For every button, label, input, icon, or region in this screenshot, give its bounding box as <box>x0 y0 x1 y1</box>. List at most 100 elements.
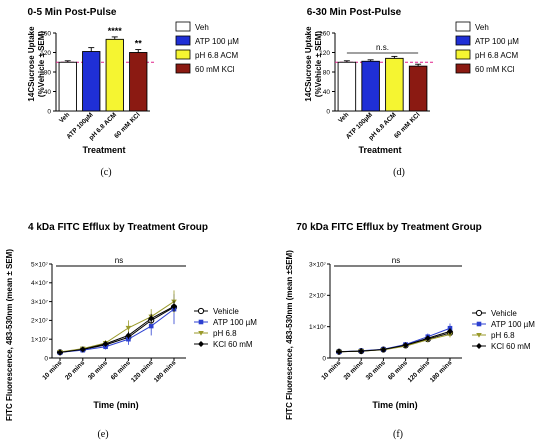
d-legend-swatch-2 <box>455 49 471 60</box>
d-ytick-label: 0 <box>326 108 330 115</box>
e-legend-marker-3 <box>198 341 204 347</box>
e-xtick-label: 10 mins <box>41 359 63 381</box>
f-series-3-point-2 <box>380 346 387 353</box>
panel-d-ylabel-line2: (%Vehicle ± SEM) <box>314 31 323 98</box>
f-series-3-point-5 <box>447 328 453 335</box>
c-bar-2 <box>105 38 124 112</box>
panel-e-title: 4 kDa FITC Efflux by Treatment Group <box>28 222 208 233</box>
c-significance-2: **** <box>108 26 123 36</box>
panel-c-title: 0-5 Min Post-Pulse <box>28 7 117 18</box>
panel-c: 0-5 Min Post-Pulse 14CSucrose Uptake (%V… <box>27 7 239 178</box>
e-series-3-point-4 <box>148 315 155 322</box>
c-legend-label-2: pH 6.8 ACM <box>195 51 238 60</box>
e-xtick-label: 20 mins <box>64 359 86 381</box>
f-ytick-label: 3×10⁷ <box>309 261 327 268</box>
panel-d-ylabel-line1: 14CSucrose Uptake <box>304 26 313 102</box>
c-ytick-label: 160 <box>40 30 51 37</box>
c-ytick-label: 120 <box>40 50 51 57</box>
c-ytick-label: 0 <box>47 108 51 115</box>
panel-f-legend: Vehicle ATP 100 µM pH 6.8 KCl 60 mM <box>472 309 535 351</box>
e-series-line-2 <box>59 301 175 353</box>
c-legend-label-1: ATP 100 µM <box>195 37 239 46</box>
d-ytick-label: 40 <box>323 89 331 96</box>
panel-e: 4 kDa FITC Efflux by Treatment Group FIT… <box>5 222 257 440</box>
c-ytick-label: 80 <box>44 69 52 76</box>
e-ytick-label: 2×10⁷ <box>31 318 49 325</box>
f-legend-marker-2 <box>476 333 482 338</box>
panel-f-y-ticks: 0 1×10⁷ 2×10⁷ 3×10⁷ <box>309 261 330 362</box>
e-series-line-0 <box>59 306 175 353</box>
d-legend-swatch-0 <box>455 21 471 32</box>
f-series-3-point-0 <box>336 348 342 355</box>
e-legend-label-1: ATP 100 µM <box>213 318 257 327</box>
d-ytick-label: 120 <box>319 50 330 57</box>
e-series-line-3 <box>59 305 175 353</box>
panel-c-legend: Veh ATP 100 µM pH 6.8 ACM 60 mM KCl <box>175 21 239 74</box>
panel-c-plot: ****** <box>55 26 154 112</box>
f-legend-marker-1 <box>476 321 482 327</box>
f-legend-label-2: pH 6.8 <box>491 331 515 340</box>
c-legend-label-3: 60 mM KCl <box>195 65 235 74</box>
caption-f: (f) <box>393 429 403 440</box>
d-xtick-label: Veh <box>337 111 350 124</box>
panel-f-title: 70 kDa FITC Efflux by Treatment Group <box>296 222 482 233</box>
f-ytick-label: 2×10⁷ <box>309 293 327 300</box>
e-ytick-label: 3×10⁷ <box>31 299 49 306</box>
c-bar-1 <box>82 51 101 112</box>
f-ytick-label: 0 <box>322 355 326 362</box>
e-series-3-point-0 <box>57 349 63 356</box>
caption-e: (e) <box>97 429 108 440</box>
f-xtick-label: 30 mins <box>365 359 387 381</box>
e-series-3-point-1 <box>79 346 86 353</box>
e-series-2-point-3 <box>125 325 132 331</box>
e-bracket-label: ns <box>115 256 123 265</box>
panel-d-xlabel: Treatment <box>358 145 401 155</box>
panel-c-ylabel-line2: (%Vehicle ± SEM) <box>37 31 46 98</box>
e-xtick-label: 30 mins <box>87 359 109 381</box>
f-legend-label-0: Vehicle <box>491 309 517 318</box>
c-xtick-label: Veh <box>58 111 71 124</box>
e-legend-label-0: Vehicle <box>213 307 239 316</box>
panel-d-legend: Veh ATP 100 µM pH 6.8 ACM 60 mM KCl <box>455 21 519 74</box>
c-ytick-label: 40 <box>44 89 52 96</box>
e-legend-label-2: pH 6.8 <box>213 329 237 338</box>
panel-e-xlabel: Time (min) <box>93 400 138 410</box>
panel-f-xlabel: Time (min) <box>372 400 417 410</box>
caption-d: (d) <box>393 167 405 178</box>
panel-c-xlabel: Treatment <box>82 145 125 155</box>
f-legend-marker-0 <box>475 309 483 317</box>
f-xtick-label: 60 mins <box>387 359 409 381</box>
d-ytick-label: 160 <box>319 30 330 37</box>
f-bracket-label: ns <box>392 256 400 265</box>
d-legend-swatch-1 <box>455 35 471 46</box>
e-ytick-label: 5×10⁷ <box>31 261 49 268</box>
f-series-3-point-3 <box>402 342 409 349</box>
e-series-3-point-3 <box>125 332 132 339</box>
panel-d-plot: n.s. <box>334 33 434 112</box>
d-legend-label-2: pH 6.8 ACM <box>475 51 518 60</box>
panel-e-ylabel: FITC Fluorescence, 483-530nm (mean ± SEM… <box>5 249 14 421</box>
c-xtick-label: 60 mM KCl <box>113 111 142 140</box>
panel-f: 70 kDa FITC Efflux by Treatment Group FI… <box>285 222 535 440</box>
f-xtick-label: 20 mins <box>343 359 365 381</box>
c-legend-label-0: Veh <box>195 23 209 32</box>
e-legend-label-3: KCl 60 mM <box>213 340 253 349</box>
c-significance-3: ** <box>135 39 143 49</box>
c-legend-swatch-3 <box>175 63 191 74</box>
e-ytick-label: 0 <box>44 355 48 362</box>
panel-f-ylabel: FITC Fluorescence, 483-530nm (mean ±SEM) <box>285 250 294 420</box>
c-legend-swatch-0 <box>175 21 191 32</box>
f-legend-marker-3 <box>476 343 482 349</box>
d-bar-3 <box>408 65 428 112</box>
e-series-line-1 <box>59 308 175 353</box>
e-ytick-label: 1×10⁷ <box>31 337 49 344</box>
f-series-3-point-4 <box>424 335 431 342</box>
caption-c: (c) <box>100 167 111 178</box>
panel-d: 6-30 Min Post-Pulse 14CSucrose Uptake (%… <box>304 7 519 178</box>
c-legend-swatch-2 <box>175 49 191 60</box>
panel-c-ylabel-line1: 14CSucrose Uptake <box>27 26 36 102</box>
